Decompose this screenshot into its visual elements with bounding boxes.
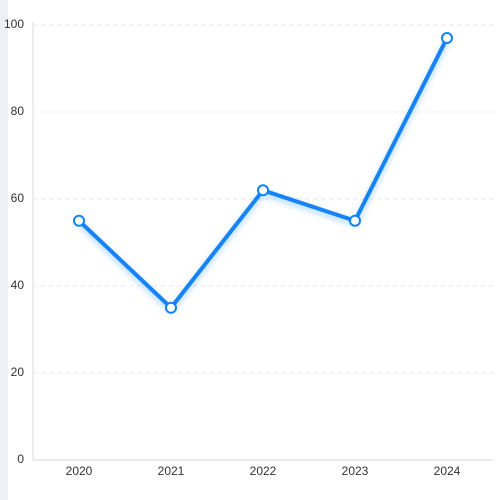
- point: [441, 32, 453, 45]
- x-tick-label: 2021: [158, 464, 185, 478]
- y-tick-label: 40: [11, 278, 25, 292]
- y-tick-label: 100: [4, 17, 24, 31]
- y-tick-label: 80: [11, 104, 25, 118]
- point: [349, 214, 361, 227]
- x-tick-label: 2023: [342, 464, 369, 478]
- x-tick-label: 2024: [434, 464, 461, 478]
- point: [165, 301, 177, 314]
- y-tick-label: 60: [11, 191, 25, 205]
- y-tick-label: 0: [17, 452, 24, 466]
- point: [73, 214, 85, 227]
- x-tick-label: 2020: [66, 464, 93, 478]
- line: [77, 37, 449, 310]
- y-tick-label: 20: [11, 365, 25, 379]
- point: [257, 184, 269, 197]
- side-strip: [0, 0, 8, 500]
- x-tick-label: 2022: [250, 464, 277, 478]
